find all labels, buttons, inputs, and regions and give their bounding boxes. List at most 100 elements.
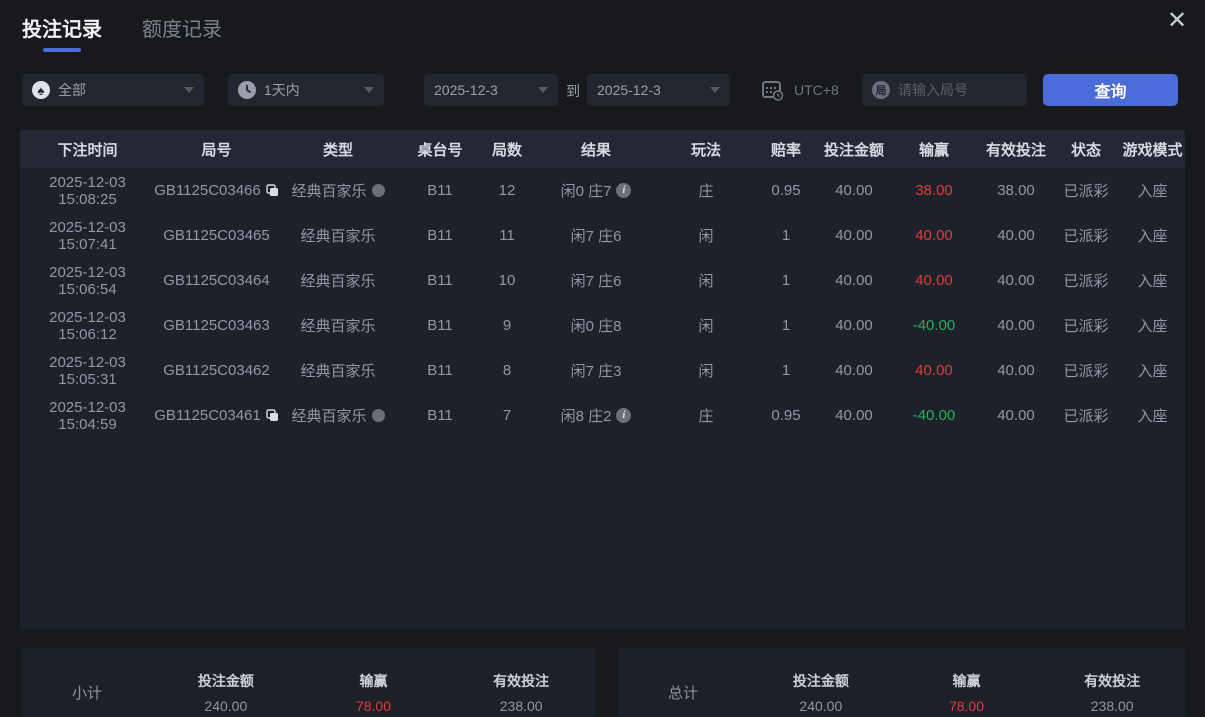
cell-game-mode: 入座 [1137,183,1168,200]
cell-bet-time: 2025-12-03 15:08:25 [49,173,126,208]
close-icon[interactable]: ✕ [1166,6,1188,34]
cell-game-mode: 入座 [1137,318,1168,335]
tab-bar: 投注记录 额度记录 [22,13,222,52]
cell-bet-amount: 40.00 [835,227,873,244]
tab-bet-records[interactable]: 投注记录 [22,13,102,52]
copy-icon[interactable] [266,184,279,197]
tab-quota-records[interactable]: 额度记录 [142,19,222,41]
cell-bet-amount: 40.00 [835,182,873,199]
stat-value: 238.00 [1090,697,1134,714]
cell-result: 闲0 庄7 i [532,180,660,201]
cell-status: 已派彩 [1063,183,1109,200]
cell-play: 庄 [698,408,714,425]
cell-bet-amount: 40.00 [835,272,873,289]
cell-bet-time: 2025-12-03 15:04:59 [49,398,126,433]
cell-win-loss: 38.00 [915,182,953,199]
header-result: 结果 [580,141,611,159]
game-type-select[interactable]: ♠ 全部 [22,74,204,106]
cell-game-type: 经典百家乐 [300,318,376,335]
game-type-value: 全部 [58,82,86,98]
result-text: 闲8 庄2 [560,408,612,425]
header-round-id: 局号 [201,141,232,159]
subtotal-valid-bet: 有效投注 238.00 [447,671,595,714]
cell-round-no: 7 [502,407,512,424]
round-id-text: GB1125C03461 [154,407,261,424]
chevron-down-icon [184,87,194,93]
total-win-loss: 输赢 78.00 [894,671,1040,714]
cell-game-mode: 入座 [1137,273,1168,290]
cell-win-loss: -40.00 [912,407,956,424]
cell-odds: 0.95 [771,407,801,424]
cell-table-no: B11 [427,227,453,244]
header-game-mode: 游戏模式 [1122,141,1183,159]
calendar-clock-icon[interactable] [760,78,784,102]
table-row: 2025-12-03 15:05:31 GB1125C03462 经典百家乐 B… [20,348,1185,393]
clock-icon [238,81,256,99]
table-row: 2025-12-03 15:06:12 GB1125C03463 经典百家乐 B… [20,303,1185,348]
header-bet-amount: 投注金额 [823,141,884,159]
cell-table-no: B11 [427,272,453,289]
cell-round-id: GB1125C03464 [163,272,270,289]
cell-bet-time: 2025-12-03 15:06:54 [49,263,126,298]
cell-game-type: 经典百家乐 [278,405,398,426]
cell-game-type: 经典百家乐 [278,180,398,201]
header-round-no: 局数 [491,141,522,159]
cell-status: 已派彩 [1063,273,1109,290]
date-to-label: 到 [566,83,580,99]
timezone-indicator: UTC+8 [760,78,839,102]
copy-icon[interactable] [266,409,279,422]
bet-records-table: 下注时间 局号 类型 桌台号 局数 结果 玩法 赔率 投注金额 输赢 有效投注 … [20,130,1185,630]
round-search-field[interactable]: 局 [862,74,1027,106]
subtotal-bet-amount: 投注金额 240.00 [152,671,300,714]
cell-round-no: 11 [499,227,515,244]
header-status: 状态 [1070,141,1101,159]
date-from-value: 2025-12-3 [434,82,498,98]
cell-odds: 0.95 [771,182,801,199]
cell-status: 已派彩 [1063,363,1109,380]
subtotal-panel: 小计 投注金额 240.00 输赢 78.00 有效投注 238.00 [22,648,595,717]
cell-result: 闲0 庄8 [570,318,622,335]
cell-win-loss: 40.00 [915,362,953,379]
round-search-input[interactable] [898,82,1008,98]
stat-label: 投注金额 [792,672,849,689]
header-odds: 赔率 [770,141,801,159]
cell-game-type: 经典百家乐 [300,363,376,380]
header-valid-bet: 有效投注 [985,141,1046,159]
cell-round-id: GB1125C03465 [163,227,270,244]
cell-valid-bet: 40.00 [997,362,1035,379]
round-id-text: GB1125C03466 [154,182,261,199]
cell-valid-bet: 40.00 [997,407,1035,424]
cell-win-loss: -40.00 [912,317,956,334]
stat-label: 有效投注 [1084,672,1141,689]
stat-label: 有效投注 [493,672,550,689]
table-header-row: 下注时间 局号 类型 桌台号 局数 结果 玩法 赔率 投注金额 输赢 有效投注 … [20,130,1185,168]
query-button[interactable]: 查询 [1043,74,1178,106]
cell-status: 已派彩 [1063,408,1109,425]
date-to-select[interactable]: 2025-12-3 [587,74,730,106]
stat-value: 240.00 [799,697,843,714]
stat-label: 输赢 [359,672,388,689]
cell-table-no: B11 [427,407,453,424]
table-row: 2025-12-03 15:07:41 GB1125C03465 经典百家乐 B… [20,213,1185,258]
cell-round-no: 12 [498,182,516,199]
replay-icon [371,184,385,197]
cell-game-mode: 入座 [1137,228,1168,245]
info-icon[interactable]: i [616,408,632,423]
cell-round-no: 9 [502,317,512,334]
cell-bet-time: 2025-12-03 15:05:31 [49,353,126,388]
cell-game-mode: 入座 [1137,363,1168,380]
cell-play: 闲 [698,318,714,335]
date-from-select[interactable]: 2025-12-3 [424,74,558,106]
round-number-icon: 局 [872,81,890,99]
chevron-down-icon [538,87,548,93]
subtotal-label: 小计 [71,684,102,702]
info-icon[interactable]: i [616,183,632,198]
cell-play: 闲 [698,363,714,380]
cell-game-type: 经典百家乐 [300,273,376,290]
cell-odds: 1 [781,317,791,334]
cell-bet-time: 2025-12-03 15:06:12 [49,308,126,343]
stat-value: 238.00 [499,697,543,714]
cell-status: 已派彩 [1063,318,1109,335]
cell-valid-bet: 40.00 [997,272,1035,289]
time-range-select[interactable]: 1天内 [228,74,384,106]
